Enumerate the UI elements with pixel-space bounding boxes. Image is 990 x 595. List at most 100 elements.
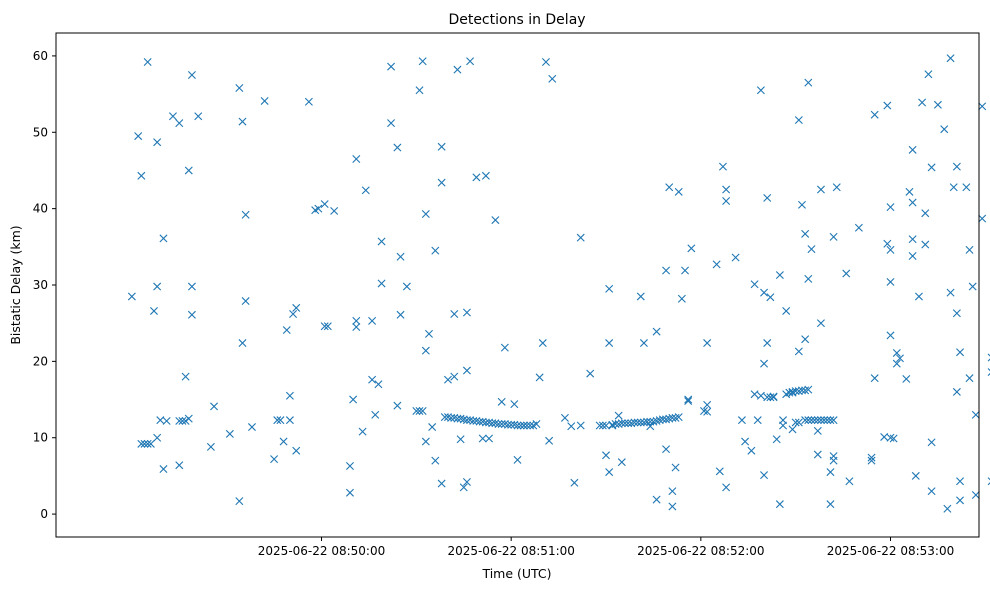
data-point (630, 418, 639, 427)
y-tick-label: 0 (40, 507, 48, 521)
data-point (415, 86, 424, 95)
data-point (140, 439, 149, 448)
data-point (943, 504, 952, 513)
data-point (418, 57, 427, 66)
data-point (535, 373, 544, 382)
data-point (671, 413, 680, 422)
data-point (194, 112, 203, 121)
x-tick-label: 2025-06-22 08:51:00 (447, 544, 574, 558)
data-point (886, 277, 895, 286)
data-point (952, 309, 961, 318)
data-point (184, 414, 193, 423)
data-point (987, 477, 990, 486)
data-point (187, 282, 196, 291)
data-point (946, 54, 955, 63)
data-point (368, 375, 377, 384)
data-point (368, 316, 377, 325)
data-point (807, 245, 816, 254)
data-point (159, 465, 168, 474)
data-point (377, 279, 386, 288)
data-point (472, 173, 481, 182)
x-tick-label: 2025-06-22 08:53:00 (827, 544, 954, 558)
data-point (649, 417, 658, 426)
data-point (816, 185, 825, 194)
data-point (504, 420, 513, 429)
data-point (289, 310, 298, 319)
data-point (393, 143, 402, 152)
data-point (522, 421, 531, 430)
data-point (421, 437, 430, 446)
data-point (829, 456, 838, 465)
data-point (560, 413, 569, 422)
data-point (794, 418, 803, 427)
data-point (352, 316, 361, 325)
data-point (775, 271, 784, 280)
data-point (485, 434, 494, 443)
data-point (807, 416, 816, 425)
y-tick-label: 50 (33, 125, 48, 139)
data-point (842, 269, 851, 278)
data-point (516, 421, 525, 430)
data-point (345, 488, 354, 497)
data-point (722, 483, 731, 492)
data-point (374, 380, 383, 389)
data-point (956, 496, 965, 505)
data-point (497, 397, 506, 406)
data-point (956, 477, 965, 486)
data-point (791, 418, 800, 427)
data-point (595, 421, 604, 430)
data-point (238, 339, 247, 348)
data-point (150, 306, 158, 315)
data-point (633, 418, 642, 427)
x-axis-title: Time (UTC) (481, 566, 551, 581)
data-point (665, 183, 674, 192)
data-point (794, 116, 803, 125)
data-point (892, 348, 901, 357)
data-point (387, 62, 396, 71)
data-point (826, 468, 835, 477)
data-point (143, 439, 152, 448)
data-point (510, 400, 519, 409)
y-tick-label: 30 (33, 278, 48, 292)
data-point (703, 339, 712, 348)
data-point (421, 209, 430, 218)
data-point (816, 416, 825, 425)
data-point (870, 110, 879, 119)
data-point (545, 436, 554, 445)
data-point (826, 500, 835, 509)
data-point (466, 57, 475, 66)
data-point (453, 65, 462, 74)
data-point (962, 183, 971, 192)
y-tick-label: 60 (33, 49, 48, 63)
data-point (908, 251, 917, 260)
data-point (804, 274, 813, 283)
data-point (766, 293, 775, 302)
data-point (519, 421, 528, 430)
data-point (741, 437, 750, 446)
data-point (908, 145, 917, 154)
plot-area (127, 54, 990, 513)
data-point (908, 235, 917, 244)
data-point (788, 425, 797, 434)
data-point (494, 419, 503, 428)
data-point (949, 183, 958, 192)
data-point (636, 292, 645, 301)
data-point (292, 446, 301, 455)
data-point (978, 214, 987, 223)
data-point (323, 322, 332, 331)
data-point (687, 244, 696, 253)
data-point (700, 407, 708, 415)
y-tick-label: 20 (33, 354, 48, 368)
data-point (425, 329, 433, 338)
data-point (712, 260, 721, 269)
data-point (971, 410, 980, 419)
data-point (320, 322, 329, 331)
data-point (801, 386, 810, 395)
data-point (462, 478, 471, 487)
data-point (750, 390, 759, 399)
data-point (285, 416, 294, 425)
data-point (892, 359, 901, 368)
data-point (143, 58, 152, 67)
data-point (813, 416, 822, 425)
data-point (462, 366, 471, 375)
